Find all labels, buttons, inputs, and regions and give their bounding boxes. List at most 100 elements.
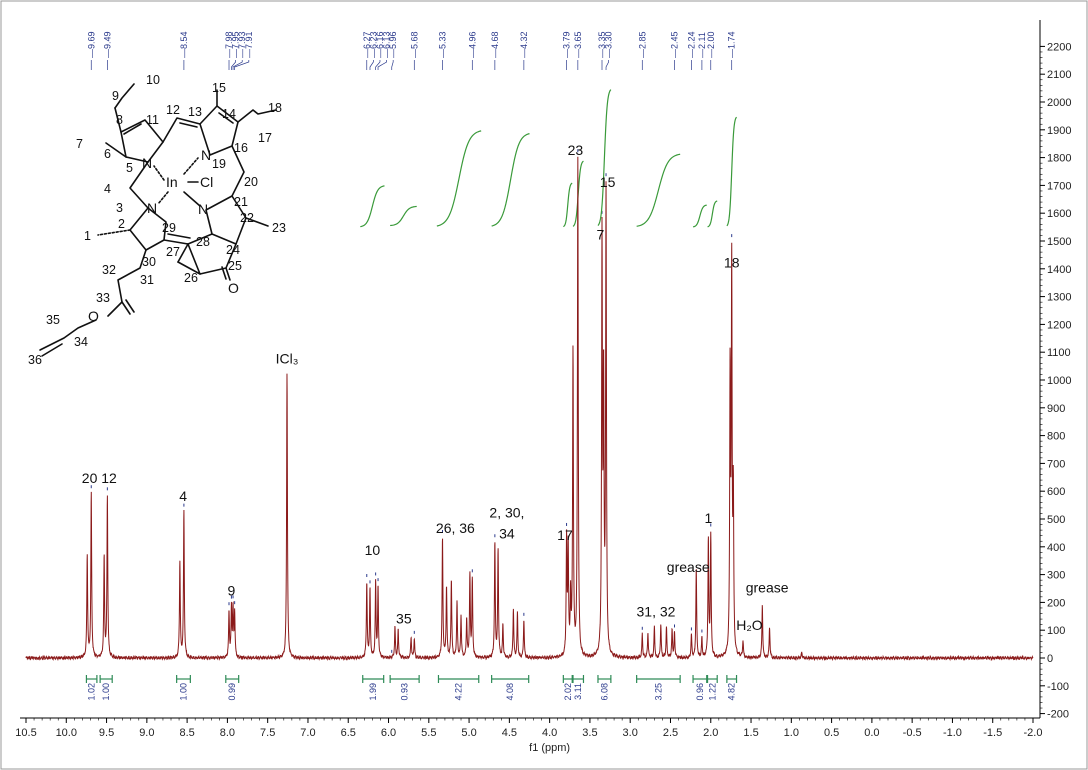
integral-value-label: 1.22: [707, 683, 717, 701]
y-tick-label: 2000: [1047, 97, 1071, 109]
peak-assignment-label: ICl₃: [276, 350, 299, 366]
x-tick-label: -2.0: [1024, 727, 1043, 739]
integral-value-label: 4.08: [505, 683, 515, 701]
atom-number-label: 9: [112, 89, 119, 103]
atom-number-label: 15: [212, 81, 226, 95]
n-atom: N: [198, 201, 208, 217]
x-tick-label: 2.0: [703, 727, 718, 739]
atom-number-label: 31: [140, 273, 154, 287]
cl-atom: Cl: [200, 174, 213, 190]
peak-label: —6.27: [362, 31, 372, 58]
x-tick-label: 1.5: [743, 727, 758, 739]
x-tick-label: 9.5: [99, 727, 114, 739]
peak-assignment-label: grease: [746, 580, 789, 596]
bond: [221, 266, 227, 280]
bond: [177, 261, 201, 275]
x-tick-label: 1.0: [784, 727, 799, 739]
x-tick-label: -1.0: [943, 727, 962, 739]
peak-leader-line: [605, 60, 609, 70]
atom-number-label: 2: [118, 217, 125, 231]
y-tick-label: 1700: [1047, 180, 1071, 192]
bond: [129, 161, 149, 209]
integral-curve: [707, 200, 718, 228]
x-tick-label: 9.0: [139, 727, 154, 739]
integral-value-label: 1.00: [178, 683, 188, 701]
bond: [107, 249, 147, 317]
peak-leader-line: [234, 60, 250, 70]
atom-number-label: 27: [166, 245, 180, 259]
peak-label: —3.79: [562, 31, 572, 58]
integral-value-label: 4.22: [454, 683, 464, 701]
y-tick-label: 1400: [1047, 264, 1071, 276]
bond: [41, 343, 63, 357]
atom-number-label: 30: [142, 255, 156, 269]
atom-number-label: 11: [146, 113, 159, 127]
o-atom: O: [228, 280, 239, 296]
y-tick-label: -200: [1047, 709, 1069, 721]
y-tick-label: 1000: [1047, 375, 1071, 387]
y-tick-label: 200: [1047, 597, 1065, 609]
y-tick-label: 500: [1047, 514, 1065, 526]
n-atom: N: [147, 200, 157, 216]
peak-leader-line: [377, 60, 387, 70]
bond: [123, 123, 142, 135]
peak-label: —3.30: [604, 31, 614, 58]
y-tick-label: 700: [1047, 458, 1065, 470]
peak-assignment-label: 23: [568, 142, 584, 158]
y-tick-label: 1800: [1047, 153, 1071, 165]
bond: [231, 145, 245, 197]
bond: [125, 299, 135, 313]
bond-dashed: [97, 229, 131, 236]
integral-value-label: 1.00: [101, 683, 111, 701]
y-tick-label: 2200: [1047, 41, 1071, 53]
atom-number-label: 17: [258, 131, 272, 145]
bond: [225, 267, 231, 281]
peak-assignment-label: 31, 32: [637, 603, 676, 619]
peak-leader-line: [369, 60, 374, 70]
atom-number-label: 8: [116, 113, 123, 127]
bond: [167, 233, 191, 239]
peak-assignment-label: H₂O: [736, 617, 763, 633]
atom-number-label: 21: [234, 195, 248, 209]
peak-assignment-label: 2, 30,: [489, 505, 524, 521]
peak-label: —2.00: [706, 31, 716, 58]
atom-number-label: 3: [116, 201, 123, 215]
integral-curve: [563, 182, 573, 228]
atom-number-label: 26: [184, 271, 198, 285]
peak-label: —2.24: [686, 31, 696, 58]
x-tick-label: 5.0: [461, 727, 476, 739]
integral-value-label: 6.08: [599, 683, 609, 701]
integral-value-label: 2.02: [563, 683, 573, 701]
peak-assignment-label: 17: [557, 527, 573, 543]
peak-assignment-label: 20 12: [82, 470, 117, 486]
peak-label: —4.68: [490, 31, 500, 58]
bond-dashed: [157, 191, 169, 205]
x-tick-label: 5.5: [421, 727, 436, 739]
x-tick-label: 8.5: [179, 727, 194, 739]
integral-curve: [692, 204, 707, 228]
peak-leader-line: [231, 60, 236, 70]
bond: [39, 319, 97, 351]
bond: [237, 109, 277, 123]
atom-number-label: 33: [96, 291, 110, 305]
integral-value-label: 0.96: [695, 683, 705, 701]
peak-label: —7.93: [237, 31, 247, 58]
x-tick-label: 10.0: [56, 727, 77, 739]
peak-label: —9.69: [86, 31, 96, 58]
peak-assignment-label: 35: [396, 610, 412, 626]
x-tick-label: 2.5: [663, 727, 678, 739]
integral-value-label: 4.82: [727, 683, 737, 701]
peak-label: —6.13: [382, 31, 392, 58]
x-tick-label: 0.0: [864, 727, 879, 739]
y-tick-label: 600: [1047, 486, 1065, 498]
y-tick-label: 1600: [1047, 208, 1071, 220]
y-tick-label: -100: [1047, 681, 1069, 693]
integral-curve-layer: [360, 89, 738, 228]
atom-number-label: 6: [104, 147, 111, 161]
spectrum-line: [25, 156, 1034, 662]
peak-label: —7.95: [231, 31, 241, 58]
